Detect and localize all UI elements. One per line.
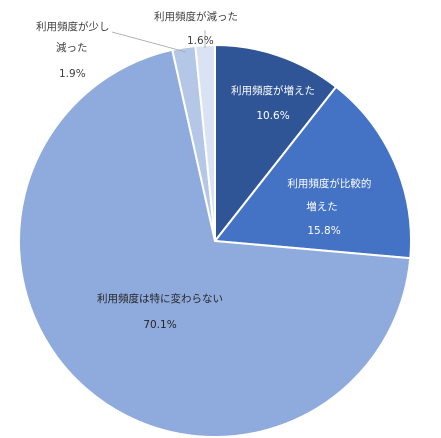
value-label-unchanged: 70.1% [143, 319, 176, 331]
pie-slice-unchanged [18, 48, 412, 438]
slice-label-unchanged: 利用頻度は特に変わらない [97, 292, 223, 305]
value-label-slightly-decreased: 1.9% [59, 68, 86, 80]
value-label-comparatively-increased: 15.8% [307, 225, 340, 237]
slice-labels: 利用頻度が増えた 10.6% 利用頻度が比較的 増えた 15.8% 利用頻度は特… [36, 10, 374, 331]
leader-lines [111, 30, 206, 53]
value-label-increased: 10.6% [256, 110, 289, 122]
slice-label-increased: 利用頻度が増えた [231, 84, 315, 97]
pie-slices [18, 43, 412, 438]
value-label-decreased: 1.6% [187, 35, 214, 47]
slice-label-slightly-decreased: 利用頻度が少し 減った [36, 20, 113, 54]
pie-slice-increased [214, 43, 338, 244]
pie-slice-comparatively-increased [213, 85, 412, 260]
slice-label-comparatively-increased: 利用頻度が比較的 増えた [287, 177, 374, 213]
slice-label-decreased: 利用頻度が減った [154, 10, 238, 23]
leader-line-slightly-decreased [111, 31, 187, 53]
